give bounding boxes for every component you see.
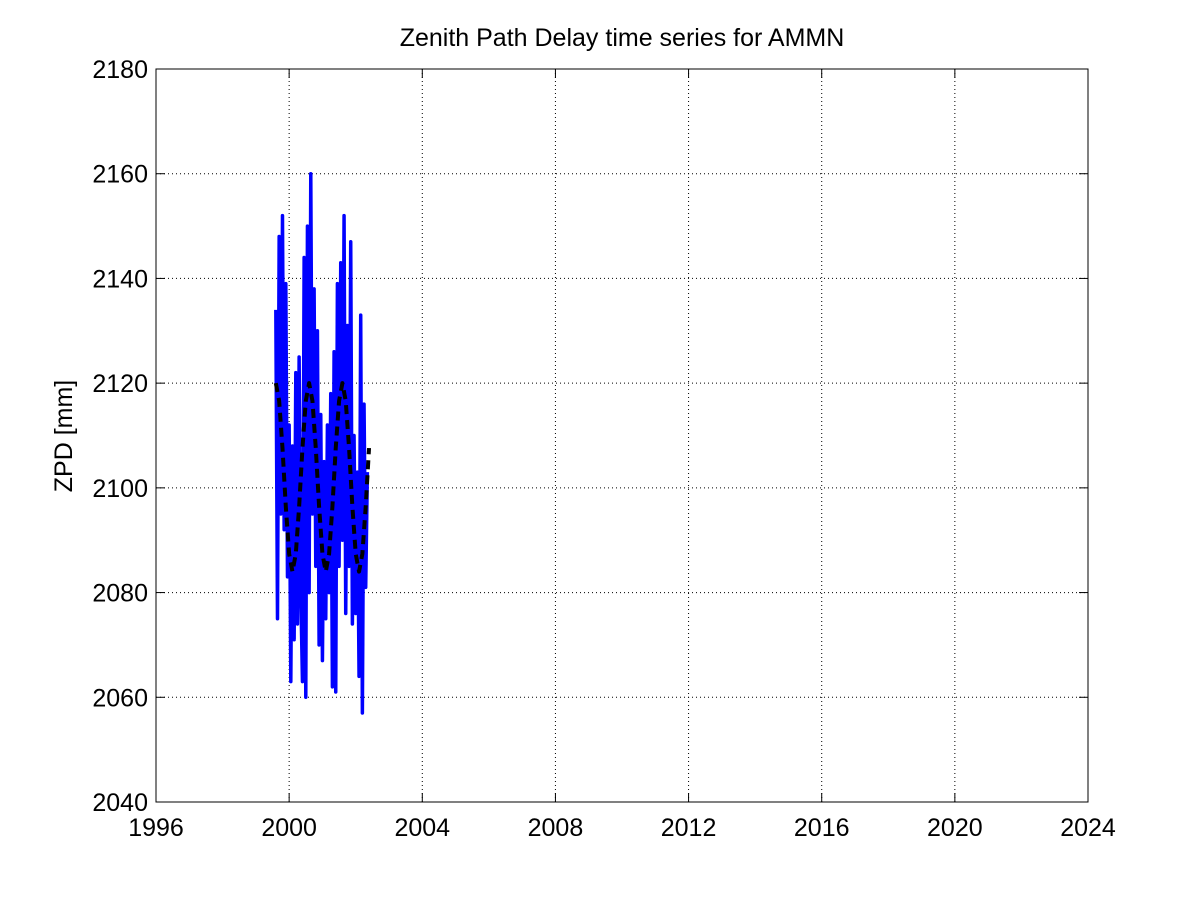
y-tick-label: 2160	[92, 161, 148, 189]
x-tick-label: 2008	[528, 814, 584, 842]
chart-title: Zenith Path Delay time series for AMMN	[400, 24, 845, 52]
y-tick-label: 2140	[92, 265, 148, 293]
x-tick-label: 2004	[394, 814, 450, 842]
x-tick-label: 2020	[927, 814, 983, 842]
x-tick-label: 2016	[794, 814, 850, 842]
y-tick-label: 2120	[92, 370, 148, 398]
x-tick-label: 1996	[128, 814, 184, 842]
y-tick-label: 2040	[92, 789, 148, 817]
y-tick-label: 2060	[92, 684, 148, 712]
x-tick-label: 2000	[261, 814, 317, 842]
x-tick-label: 2024	[1060, 814, 1116, 842]
y-tick-label: 2100	[92, 475, 148, 503]
data-line	[273, 381, 372, 574]
y-tick-label: 2180	[92, 56, 148, 84]
y-tick-label: 2080	[92, 580, 148, 608]
x-tick-label: 2012	[661, 814, 717, 842]
axes-box	[155, 68, 1089, 803]
y-axis-label: ZPD [mm]	[50, 380, 78, 493]
